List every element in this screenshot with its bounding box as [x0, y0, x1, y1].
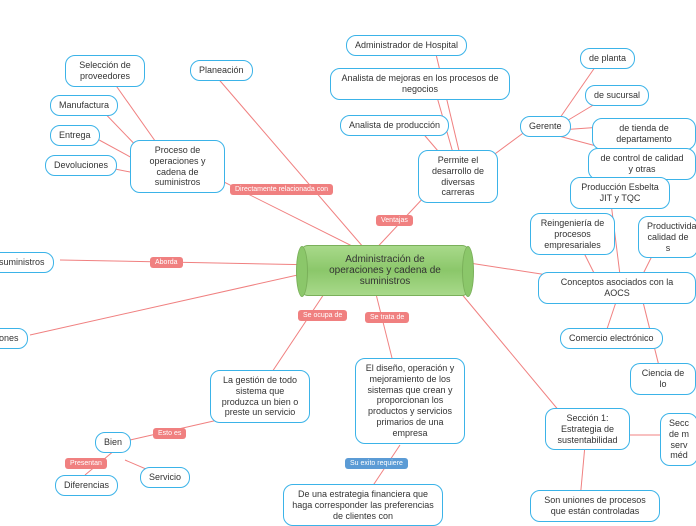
label-aborda: Aborda: [150, 257, 183, 268]
node-jit[interactable]: Producción Esbelta JIT y TQC: [570, 177, 670, 209]
node-control-calidad[interactable]: de control de calidad y otras: [588, 148, 696, 180]
node-diseno[interactable]: El diseño, operación y mejoramiento de l…: [355, 358, 465, 444]
node-seccion1[interactable]: Sección 1: Estrategia de sustentabilidad: [545, 408, 630, 450]
label-esto-es: Esto es: [153, 428, 186, 439]
label-ocupa: Se ocupa de: [298, 310, 347, 321]
node-reingenieria[interactable]: Reingeniería de procesos empresariales: [530, 213, 615, 255]
node-ones[interactable]: ones: [0, 328, 28, 349]
node-tienda[interactable]: de tienda de departamento: [592, 118, 696, 150]
node-analista-mejoras[interactable]: Analista de mejoras en los procesos de n…: [330, 68, 510, 100]
node-manufactura[interactable]: Manufactura: [50, 95, 118, 116]
node-planeacion[interactable]: Planeación: [190, 60, 253, 81]
center-node: Administración de operaciones y cadena d…: [300, 245, 470, 296]
node-secc[interactable]: Secc de m serv méd: [660, 413, 696, 466]
node-suministros[interactable]: suministros: [0, 252, 54, 273]
node-servicio[interactable]: Servicio: [140, 467, 190, 488]
node-diferencias[interactable]: Diferencias: [55, 475, 118, 496]
label-exito: Su exito requiere: [345, 458, 408, 469]
node-gerente[interactable]: Gerente: [520, 116, 571, 137]
label-ventajas: Ventajas: [376, 215, 413, 226]
node-planta[interactable]: de planta: [580, 48, 635, 69]
node-bien[interactable]: Bien: [95, 432, 131, 453]
label-directamente: Directamente relacionada con: [230, 184, 333, 195]
node-comercio[interactable]: Comercio electrónico: [560, 328, 663, 349]
node-proceso[interactable]: Proceso de operaciones y cadena de sumin…: [130, 140, 225, 193]
node-permite-carreras[interactable]: Permite el desarrollo de diversas carrer…: [418, 150, 498, 203]
node-productividad[interactable]: Productividad calidad de s: [638, 216, 696, 258]
node-seleccion[interactable]: Selección de proveedores: [65, 55, 145, 87]
node-ciencia[interactable]: Ciencia de lo: [630, 363, 696, 395]
label-presentan: Presentan: [65, 458, 107, 469]
node-uniones[interactable]: Son uniones de procesos que están contro…: [530, 490, 660, 522]
node-gestion[interactable]: La gestión de todo sistema que produzca …: [210, 370, 310, 423]
label-trata: Se trata de: [365, 312, 409, 323]
node-admin-hospital[interactable]: Administrador de Hospital: [346, 35, 467, 56]
node-conceptos-aocs[interactable]: Conceptos asociados con la AOCS: [538, 272, 696, 304]
node-analista-prod[interactable]: Analista de producción: [340, 115, 449, 136]
node-sucursal[interactable]: de sucursal: [585, 85, 649, 106]
node-entrega[interactable]: Entrega: [50, 125, 100, 146]
center-label: Administración de operaciones y cadena d…: [329, 254, 441, 287]
node-devoluciones[interactable]: Devoluciones: [45, 155, 117, 176]
